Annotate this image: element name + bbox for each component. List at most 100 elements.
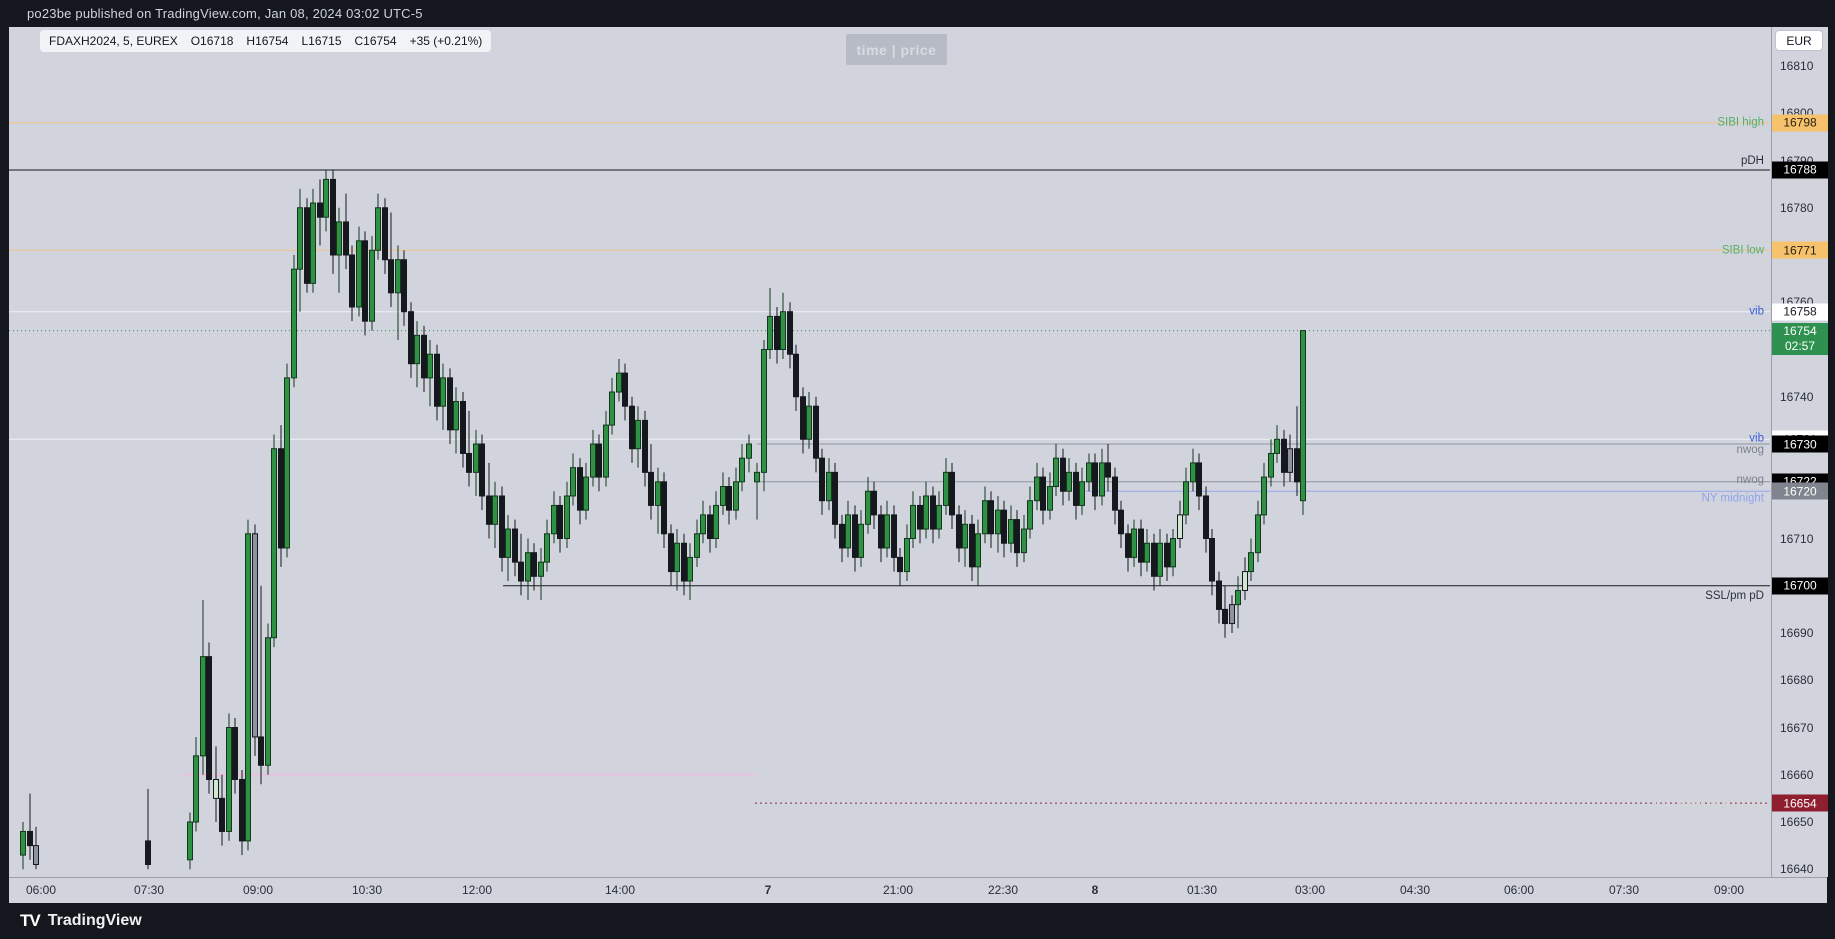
candle [1229, 595, 1235, 633]
candle [1300, 330, 1306, 515]
time-label: 22:30 [987, 883, 1019, 897]
symbol-legend[interactable]: FDAXH2024, 5, EUREX O16718 H16754 L16715… [40, 30, 492, 52]
candle [813, 396, 819, 473]
level-label-pdh: pDH [1741, 155, 1764, 167]
candle [1118, 500, 1124, 548]
time-axis[interactable]: 06:00 07:30 09:00 10:30 12:00 14:00 7 21:00 22:3… [9, 877, 1827, 904]
candle [362, 231, 368, 336]
candle [687, 543, 693, 600]
candle [388, 212, 394, 307]
candle [917, 495, 923, 544]
candle [284, 363, 290, 558]
candle [1092, 453, 1098, 511]
candle [1222, 585, 1228, 638]
candle [466, 410, 472, 487]
candle [806, 392, 812, 449]
candle [694, 519, 700, 567]
candle [219, 774, 225, 846]
candle [1066, 458, 1072, 501]
candle [1177, 500, 1183, 548]
candle [1281, 429, 1287, 487]
candle [577, 458, 583, 525]
candle [1027, 486, 1033, 539]
candle [1235, 576, 1241, 629]
candle [681, 533, 687, 596]
candle [1183, 467, 1189, 525]
candle [317, 179, 323, 246]
candle [414, 321, 420, 388]
candle [767, 288, 773, 359]
candle [427, 340, 433, 407]
time-label: 01:30 [1186, 883, 1218, 897]
candle [1105, 444, 1111, 492]
candle [1138, 519, 1144, 577]
time-label: 09:00 [1713, 883, 1745, 897]
chart-plot-area[interactable]: SIBI high pDH SIBI low vib vib nwog nwog NY mid… [9, 27, 1771, 877]
candle [590, 429, 596, 487]
price-badge-nwog-top: 16730 [1772, 435, 1828, 453]
candle [995, 495, 1001, 553]
time-label: 04:30 [1399, 883, 1431, 897]
candle [832, 462, 838, 539]
candle [713, 491, 719, 548]
legend-open: O16718 [190, 34, 234, 48]
price-badge-ssl-pm-pd: 16700 [1772, 577, 1828, 595]
candle [865, 477, 871, 534]
tradingview-brand[interactable]: TradingView [47, 912, 142, 929]
candle [1131, 519, 1137, 567]
candle [200, 599, 206, 775]
candle [1047, 472, 1053, 520]
candle [278, 425, 284, 567]
candle [375, 193, 381, 260]
footer-bar: TV TradingView [0, 903, 1835, 939]
candle [761, 340, 767, 492]
price-tick: 16640 [1780, 862, 1814, 877]
candle [1287, 434, 1293, 482]
price-tick: 16710 [1780, 531, 1814, 546]
candle [910, 491, 916, 548]
candle [858, 510, 864, 567]
candle [962, 510, 968, 567]
price-badge-vib-high: 16758 [1772, 303, 1828, 321]
time-label: 12:00 [461, 883, 493, 897]
time-label: 8 [1091, 883, 1099, 897]
candle [852, 505, 858, 572]
level-label-sibi-high: SIBI high [1717, 117, 1764, 129]
candle [1112, 467, 1118, 525]
price-badge-pdh: 16788 [1772, 161, 1828, 179]
time-label: 7 [764, 883, 772, 897]
candle [271, 434, 277, 648]
candle [551, 491, 557, 544]
candle [434, 344, 440, 421]
level-label-vib-low: vib [1749, 432, 1764, 444]
candle [232, 718, 238, 794]
candle [655, 467, 661, 534]
time-label: 03:00 [1294, 883, 1326, 897]
candle [1008, 505, 1014, 553]
legend-symbol[interactable]: FDAXH2024, 5, EUREX [49, 34, 178, 48]
level-label-nwog-bottom: nwog [1737, 474, 1765, 486]
candle [356, 226, 362, 317]
candle [245, 519, 251, 851]
candle [330, 169, 336, 274]
candle [1125, 524, 1131, 572]
candle [1203, 486, 1209, 553]
candle [1014, 510, 1020, 567]
price-scale[interactable]: 1681016800167901678016760167401671016690… [1771, 27, 1828, 877]
price-badge-ce-daily-wick: 16654 [1772, 794, 1828, 812]
candle [943, 458, 949, 515]
candle [674, 529, 680, 591]
candle [780, 292, 786, 359]
price-tick: 16650 [1780, 815, 1814, 829]
candle [33, 826, 39, 870]
tradingview-logo-icon[interactable]: TV [20, 911, 41, 930]
candle [720, 472, 726, 515]
currency-button[interactable]: EUR [1776, 31, 1822, 50]
candle [460, 392, 466, 468]
candle [213, 746, 219, 822]
time-label: 07:30 [133, 883, 165, 897]
candle [700, 500, 706, 544]
legend-low: L16715 [301, 34, 342, 48]
